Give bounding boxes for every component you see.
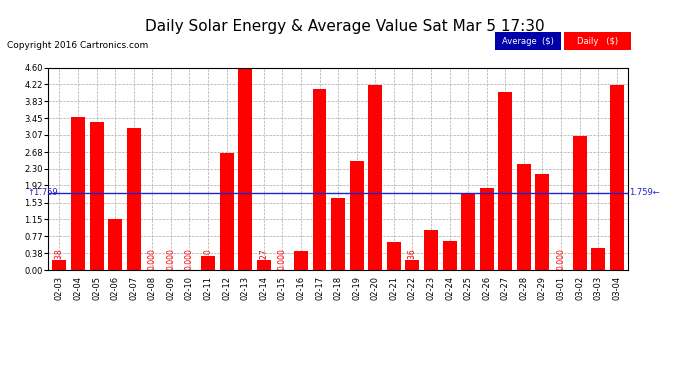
Text: 3.366: 3.366 [92,248,101,270]
Bar [406,260,420,270]
Bar [350,161,364,270]
Text: 1.157: 1.157 [110,248,119,270]
Text: Copyright 2016 Cartronics.com: Copyright 2016 Cartronics.com [7,41,148,50]
Bar [442,241,457,270]
Bar [498,92,512,270]
Bar [368,85,382,270]
Text: 1.733: 1.733 [464,248,473,270]
Bar [219,153,234,270]
Bar [313,89,326,270]
Text: 0.000: 0.000 [278,248,287,270]
Bar [480,188,493,270]
Bar [201,256,215,270]
Text: 0.236: 0.236 [408,248,417,270]
Bar [424,230,438,270]
Text: 3.224: 3.224 [129,248,138,270]
Text: 0.000: 0.000 [166,248,175,270]
Text: 0.000: 0.000 [557,248,566,270]
Text: 4.600: 4.600 [241,248,250,270]
Bar [591,248,605,270]
Bar [127,128,141,270]
Text: 0.320: 0.320 [204,248,213,270]
Bar [108,219,122,270]
Text: 4.205: 4.205 [371,248,380,270]
Text: Daily Solar Energy & Average Value Sat Mar 5 17:30: Daily Solar Energy & Average Value Sat M… [145,19,545,34]
Bar [564,32,631,50]
Bar [535,174,549,270]
Text: 0.627: 0.627 [389,248,398,270]
Bar [294,251,308,270]
Bar [461,194,475,270]
Text: 2.188: 2.188 [538,248,547,270]
Text: 2.416: 2.416 [520,248,529,270]
Text: 3.053: 3.053 [575,248,584,270]
Bar [517,164,531,270]
Text: Average  ($): Average ($) [502,37,554,46]
Text: 0.238: 0.238 [55,248,64,270]
Text: 1.859: 1.859 [482,248,491,270]
Bar [71,117,85,270]
Bar [331,198,345,270]
Bar [387,242,401,270]
Text: 4.053: 4.053 [501,248,510,270]
Text: 3.481: 3.481 [74,248,83,270]
Text: 0.000: 0.000 [185,248,194,270]
Bar [610,86,624,270]
Text: 2.483: 2.483 [352,248,361,270]
Text: 1.759←: 1.759← [629,188,660,197]
Text: 0.666: 0.666 [445,248,454,270]
Text: 0.427: 0.427 [297,248,306,270]
Text: 0.227: 0.227 [259,248,268,270]
Bar [257,260,270,270]
Text: 0.900: 0.900 [426,248,435,270]
Text: 0.000: 0.000 [148,248,157,270]
Text: Daily   ($): Daily ($) [577,37,618,46]
Bar [90,122,104,270]
Text: 1.628: 1.628 [333,248,343,270]
Text: 4.195: 4.195 [612,248,621,270]
Text: 2.659: 2.659 [222,248,231,270]
Bar [52,260,66,270]
Text: 4.111: 4.111 [315,248,324,270]
Text: ↑1.759: ↑1.759 [28,188,58,197]
Bar [238,68,252,270]
Bar [495,32,561,50]
Text: 0.495: 0.495 [593,248,602,270]
Bar [573,136,586,270]
